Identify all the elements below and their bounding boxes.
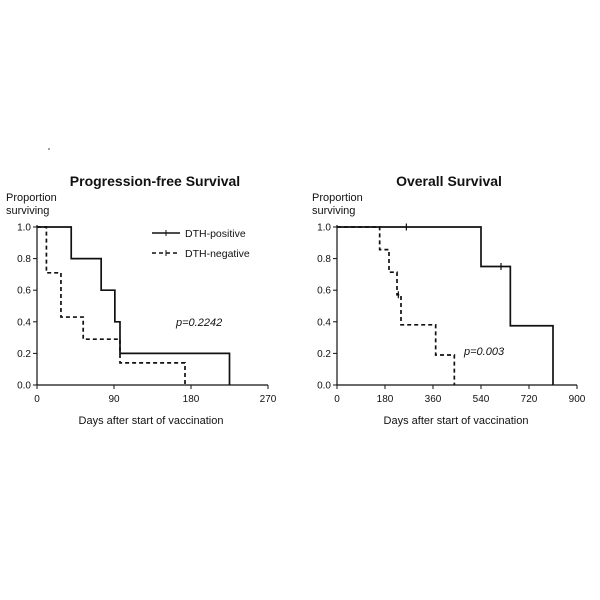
legend-positive-label: DTH-positive: [185, 228, 246, 240]
os-ytick-label: 0.0: [317, 381, 331, 392]
os-ylabel-line1: Proportion: [312, 192, 363, 204]
os-p-value: p=0.003: [463, 346, 505, 358]
os-xtick-label: 0: [334, 394, 340, 405]
os-ytick-label: 0.6: [317, 286, 331, 297]
pfs-ytick-label: 0.4: [17, 317, 31, 328]
pfs-xtick-label: 0: [34, 394, 40, 405]
pfs-xtick-label: 180: [183, 394, 200, 405]
pfs-ytick-label: 1.0: [17, 223, 31, 234]
os-xtick-label: 540: [473, 394, 490, 405]
os-xtick-label: 360: [425, 394, 442, 405]
legend-negative-label: DTH-negative: [185, 248, 250, 260]
pfs-panel: Progression-free Survival Proportion sur…: [6, 173, 277, 427]
os-ytick-label: 0.4: [317, 317, 331, 328]
pfs-p-value: p=0.2242: [175, 317, 222, 329]
pfs-ytick-label: 0.8: [17, 254, 31, 265]
os-xtick-label: 720: [521, 394, 538, 405]
pfs-dth-negative-curve: [37, 226, 186, 385]
pfs-dth-positive-curve: [37, 226, 231, 385]
pfs-ytick-label: 0.0: [17, 381, 31, 392]
stray-mark: [48, 148, 50, 150]
os-ytick-label: 0.8: [317, 254, 331, 265]
pfs-xtick-label: 90: [108, 394, 120, 405]
os-ylabel-line2: surviving: [312, 205, 355, 217]
pfs-xtick-label: 270: [260, 394, 277, 405]
os-xtick-label: 900: [569, 394, 586, 405]
pfs-title: Progression-free Survival: [70, 173, 240, 189]
pfs-ytick-label: 0.6: [17, 286, 31, 297]
pfs-legend: DTH-positive DTH-negative: [152, 228, 250, 260]
os-title: Overall Survival: [396, 173, 502, 189]
pfs-ylabel-line1: Proportion: [6, 192, 57, 204]
os-xlabel: Days after start of vaccination: [384, 415, 529, 427]
os-xtick-label: 180: [377, 394, 394, 405]
pfs-ytick-label: 0.2: [17, 349, 31, 360]
os-dth-negative-curve: [337, 226, 456, 385]
os-ytick-label: 1.0: [317, 223, 331, 234]
pfs-xlabel: Days after start of vaccination: [79, 415, 224, 427]
pfs-ylabel-line2: surviving: [6, 205, 49, 217]
os-panel: Overall Survival Proportion surviving Da…: [312, 173, 586, 427]
os-ytick-label: 0.2: [317, 349, 331, 360]
os-dth-positive-curve: [337, 226, 554, 385]
